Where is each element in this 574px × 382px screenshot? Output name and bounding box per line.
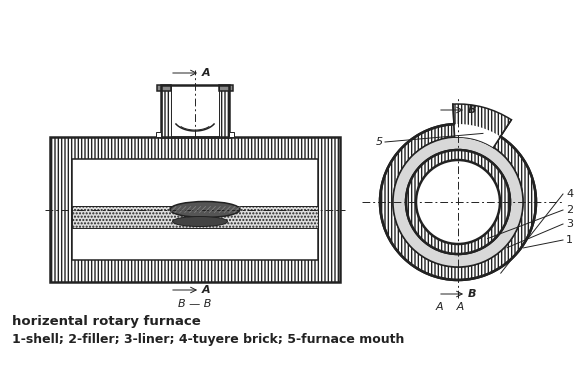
- Text: A: A: [202, 285, 211, 295]
- Bar: [161, 85, 229, 137]
- Wedge shape: [453, 104, 511, 147]
- Text: B — B: B — B: [179, 299, 212, 309]
- Bar: [318, 137, 340, 282]
- Text: 4: 4: [566, 189, 573, 199]
- Bar: [72, 206, 318, 228]
- Wedge shape: [380, 124, 536, 280]
- Text: 2: 2: [566, 205, 573, 215]
- Bar: [72, 159, 318, 260]
- Text: 1: 1: [566, 235, 573, 245]
- Wedge shape: [454, 124, 501, 147]
- Text: A: A: [202, 68, 211, 78]
- Text: 5: 5: [376, 137, 383, 147]
- Bar: [72, 206, 318, 228]
- Bar: [156, 132, 161, 137]
- Bar: [229, 132, 234, 137]
- Text: horizental rotary furnace: horizental rotary furnace: [12, 316, 201, 329]
- Ellipse shape: [173, 217, 227, 227]
- Bar: [161, 85, 171, 137]
- Circle shape: [416, 160, 500, 244]
- Wedge shape: [406, 150, 510, 254]
- Bar: [50, 137, 340, 159]
- Ellipse shape: [170, 201, 240, 217]
- Bar: [219, 85, 229, 137]
- Bar: [50, 260, 340, 282]
- Bar: [219, 85, 233, 91]
- Circle shape: [416, 160, 500, 244]
- Text: 1-shell; 2-filler; 3-liner; 4-tuyere brick; 5-furnace mouth: 1-shell; 2-filler; 3-liner; 4-tuyere bri…: [12, 332, 404, 345]
- Text: A    A: A A: [435, 302, 464, 312]
- Text: B: B: [468, 289, 476, 299]
- Bar: [50, 137, 72, 282]
- Text: B: B: [468, 105, 476, 115]
- Bar: [157, 85, 171, 91]
- Wedge shape: [393, 137, 523, 267]
- Text: 3: 3: [566, 219, 573, 229]
- Bar: [50, 137, 340, 282]
